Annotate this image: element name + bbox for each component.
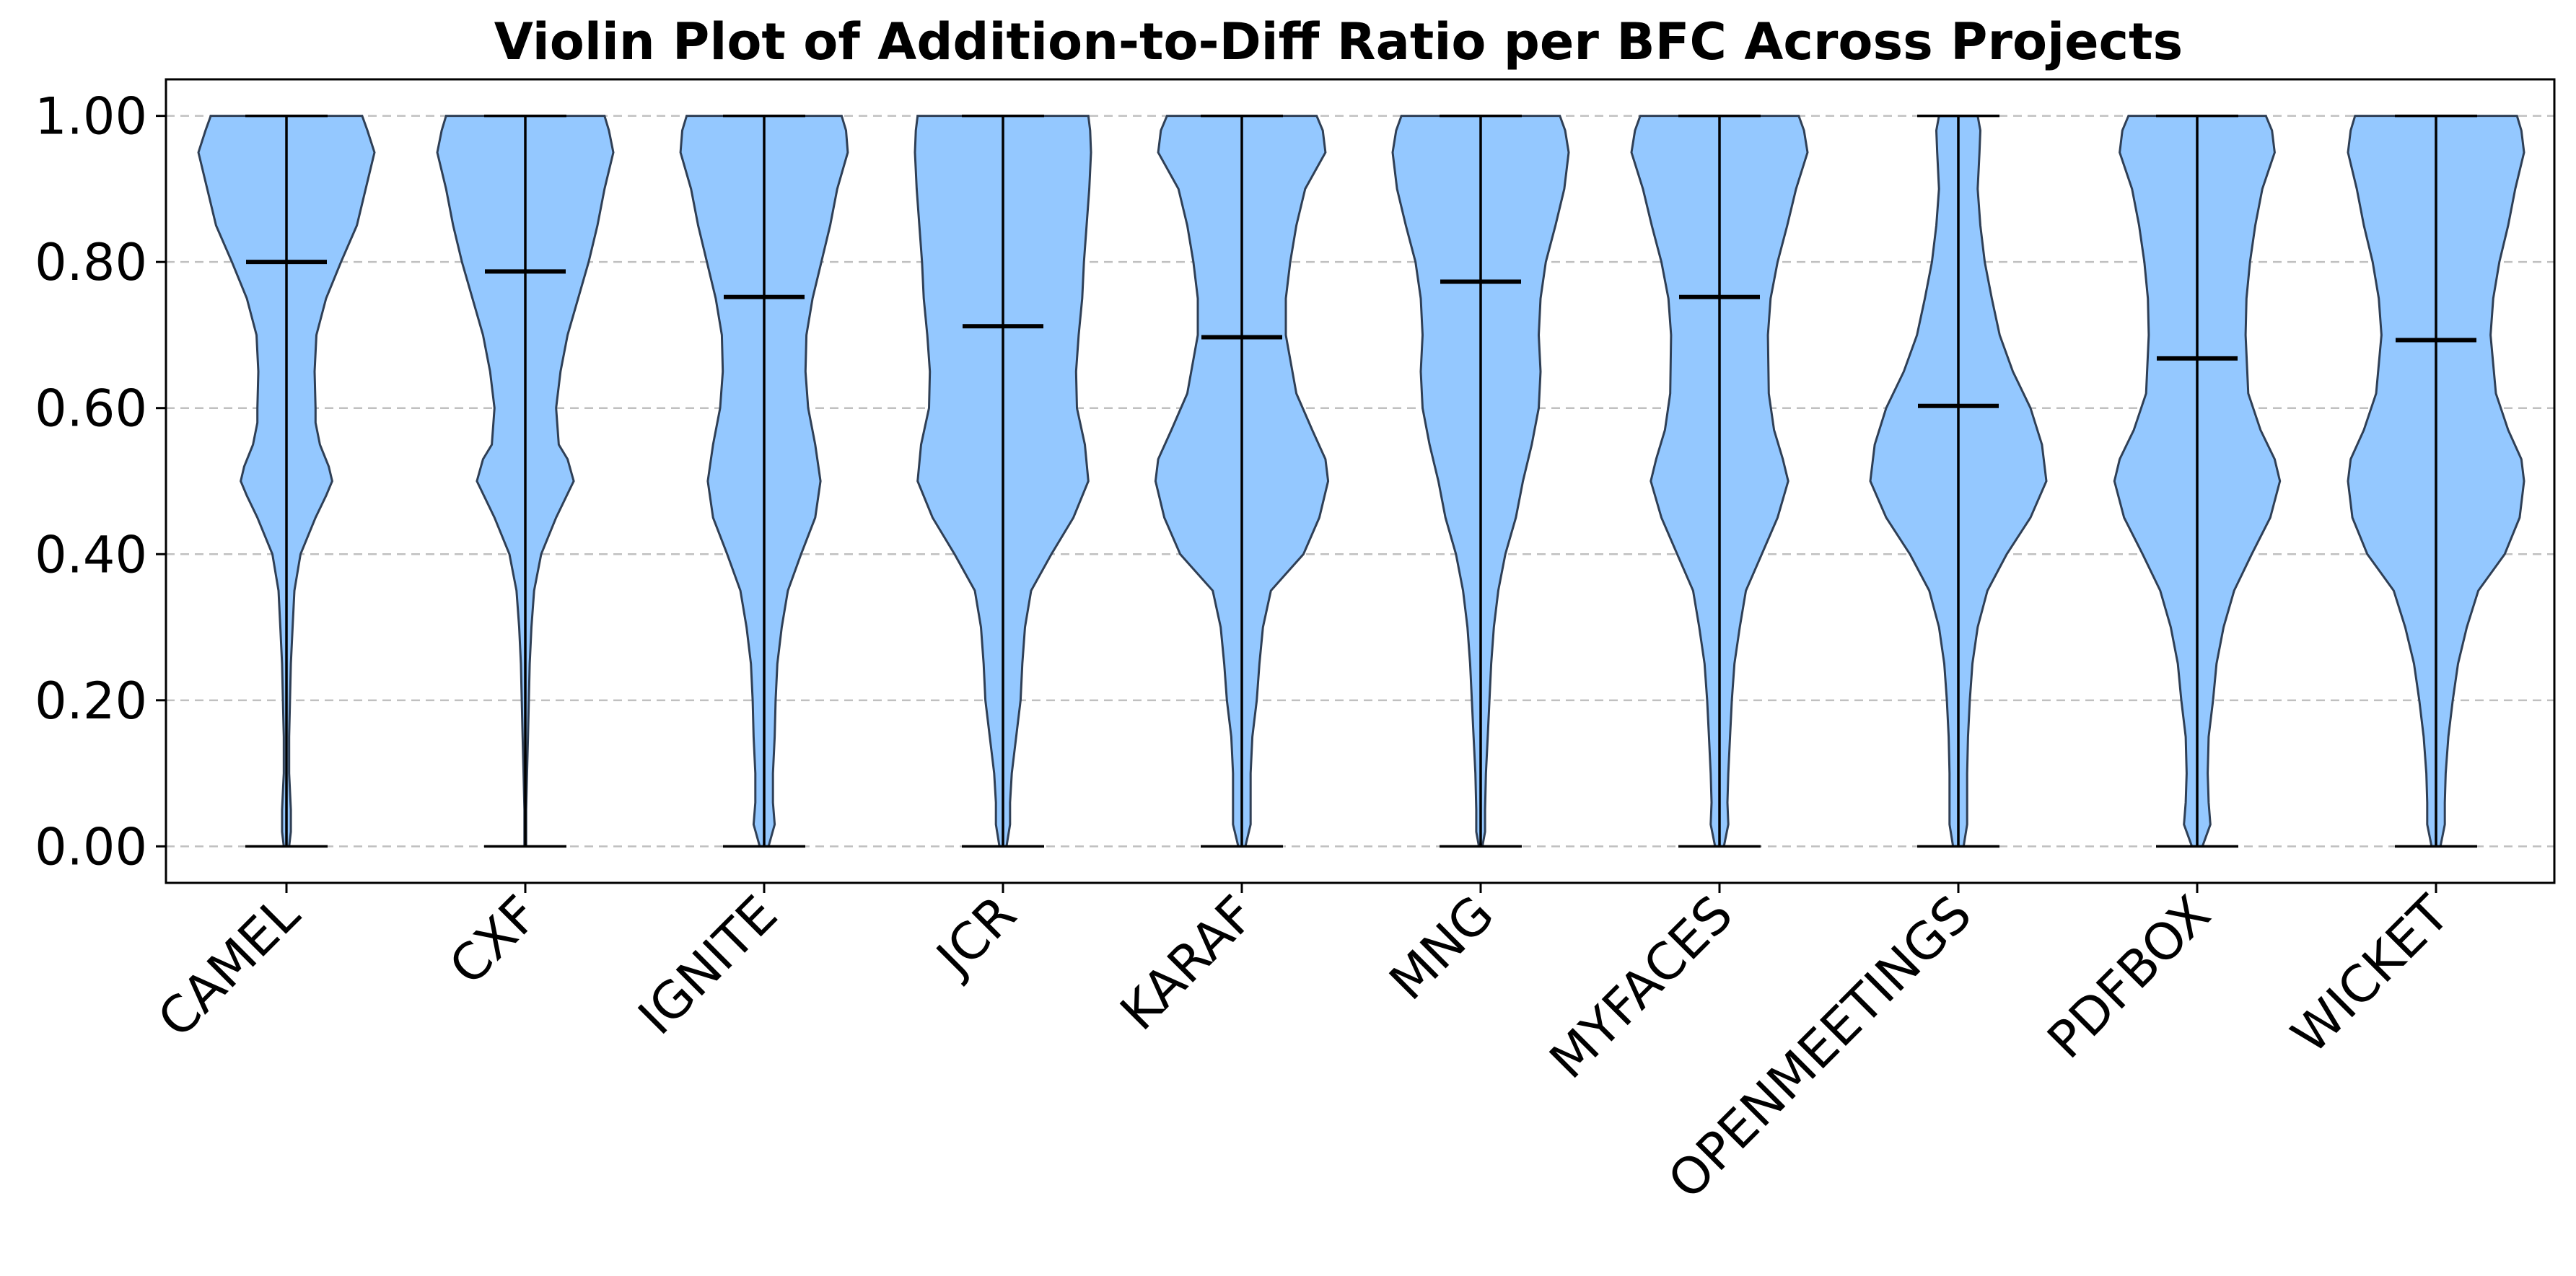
x-tick-label: CAMEL xyxy=(146,884,311,1049)
x-tick-label: IGNITE xyxy=(627,884,789,1046)
x-tick-label: JCR xyxy=(924,884,1028,988)
x-tick-label: KARAF xyxy=(1109,884,1266,1042)
y-tick-label: 0.40 xyxy=(35,525,147,584)
violins xyxy=(197,114,2525,848)
x-tick-label: MNG xyxy=(1378,884,1505,1011)
x-tick-label: CXF xyxy=(438,884,550,996)
x-tick-label: PDFBOX xyxy=(2036,884,2222,1070)
y-tick-label: 1.00 xyxy=(35,87,147,146)
y-tick-label: 0.80 xyxy=(35,233,147,292)
y-axis: 0.00 0.20 0.40 0.60 0.80 1.00 xyxy=(35,87,166,876)
chart-title: Violin Plot of Addition-to-Diff Ratio pe… xyxy=(494,12,2183,71)
plot-frame xyxy=(165,78,2556,884)
y-tick-label: 0.20 xyxy=(35,672,147,731)
y-tick-label: 0.00 xyxy=(35,817,147,876)
x-tick-label: WICKET xyxy=(2280,884,2461,1065)
x-axis: CAMEL CXF IGNITE JCR KARAF MNG MYFACESOPENMEET… xyxy=(146,883,2461,1210)
y-tick-label: 0.60 xyxy=(35,379,147,439)
x-tick-label: MYFACES xyxy=(1538,884,1744,1090)
